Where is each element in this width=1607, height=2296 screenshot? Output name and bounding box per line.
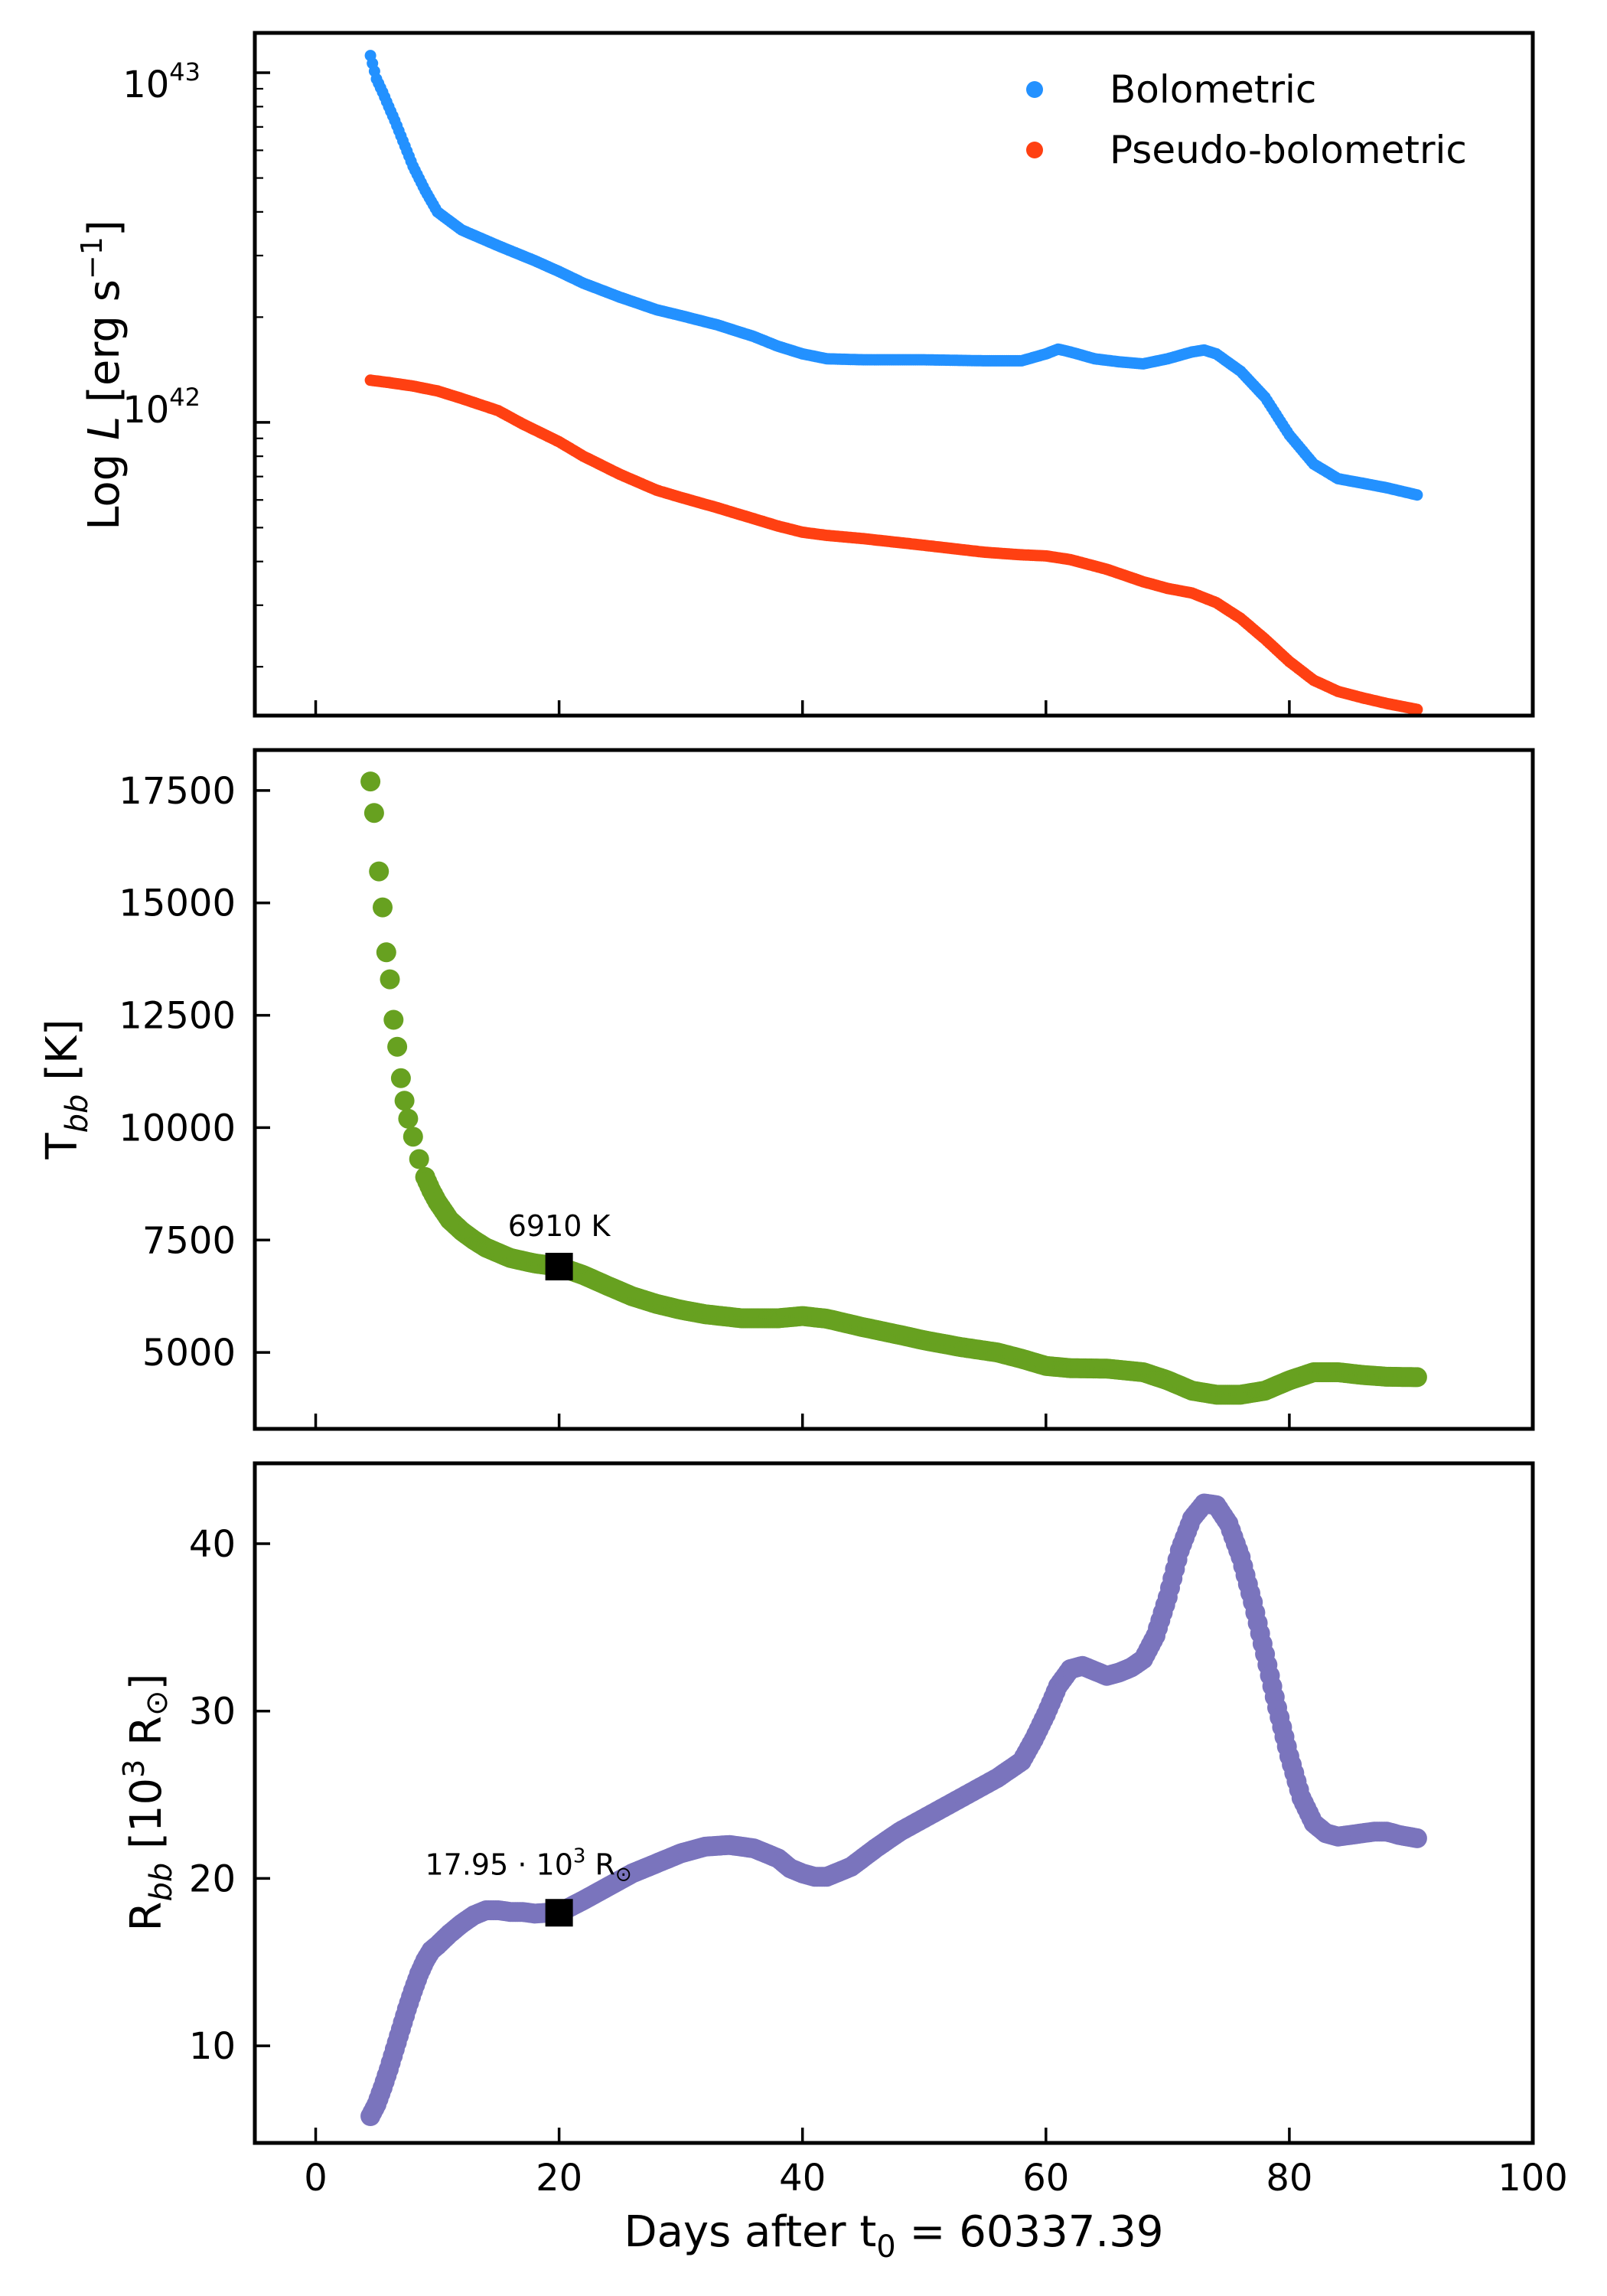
temperature-point [376,942,396,963]
temperature-point [380,969,400,990]
temperature-points [360,771,1427,1405]
radius-axes-frame [253,1461,1535,2145]
luminosity-y-axis-label: Log L [erg s−1] [75,220,129,530]
pseudo-bolometric-point [1411,703,1423,716]
legend-marker-bolometric [1026,81,1043,98]
temperature-ticks [255,789,1534,1429]
temperature-point [1407,1367,1427,1388]
radius-points [360,1493,1427,2126]
radius-y-tick-label: 20 [189,1857,236,1900]
temperature-point [360,771,381,792]
radius-annotation: 17.95 · 103 R⊙ [425,1844,632,1886]
legend-marker-pseudo-bolometric [1026,142,1043,158]
temperature-axes-frame [253,748,1535,1431]
x-tick-label: 20 [536,2157,582,2200]
radius-y-tick-labels: 10 20 30 40 [189,1523,236,2068]
radius-point [1407,1828,1427,1848]
panel-radius: 10 20 30 40 0 20 40 60 80 100 17.95 · 103 R⊙ Rbb… [117,1461,1568,2265]
radius-y-tick-label: 40 [189,1523,236,1566]
temperature-y-tick-label: 10000 [119,1107,236,1150]
temperature-point [363,803,384,823]
temperature-y-tick-label: 12500 [119,995,236,1038]
temperature-y-tick-label: 5000 [142,1332,236,1375]
radius-y-tick-label: 30 [189,1691,236,1733]
bolometric-point [1411,489,1423,501]
temperature-annotation: 6910 K [508,1209,611,1243]
x-tick-label: 40 [779,2157,826,2200]
radius-y-axis-label: Rbb [103 R⊙] [117,1674,179,1932]
panel-luminosity: 1043 1042 Log L [erg s−1] Bolometric Pse… [75,31,1535,718]
radius-y-tick-label: 10 [189,2025,236,2068]
x-tick-label: 0 [304,2157,328,2200]
legend-label-bolometric: Bolometric [1110,67,1316,112]
temperature-y-tick-label: 7500 [142,1219,236,1262]
x-tick-label: 100 [1498,2157,1568,2200]
temperature-tick-labels: 5000 7500 10000 12500 15000 17500 [119,770,236,1375]
x-tick-label: 60 [1022,2157,1069,2200]
radius-highlight-marker [545,1899,573,1927]
temperature-y-tick-label: 17500 [119,770,236,813]
ytick-label-1e43: 1043 [122,57,200,106]
luminosity-ticks [255,71,1534,716]
x-tick-labels: 0 20 40 60 80 100 [304,2157,1568,2200]
ytick-label-1e42: 1042 [122,383,200,432]
x-axis-label: Days after t0 = 60337.39 [624,2207,1164,2265]
temperature-point [403,1127,423,1147]
legend: Bolometric Pseudo-bolometric [1026,67,1467,172]
temperature-point [398,1108,419,1129]
temperature-highlight-marker [545,1252,573,1280]
temperature-y-axis-label: Tbb [K] [37,1019,95,1159]
legend-label-pseudo-bolometric: Pseudo-bolometric [1110,128,1467,172]
temperature-point [394,1091,415,1111]
temperature-point [387,1036,408,1057]
temperature-point [390,1068,411,1088]
temperature-point [369,861,390,882]
panel-temperature: 5000 7500 10000 12500 15000 17500 6910 K Tbb … [37,748,1535,1431]
luminosity-points [364,50,1423,716]
luminosity-axes-frame [253,31,1535,718]
temperature-point [383,1009,404,1030]
x-tick-label: 80 [1266,2157,1312,2200]
temperature-point [373,897,393,918]
temperature-y-tick-label: 15000 [119,882,236,925]
temperature-point [409,1149,429,1169]
